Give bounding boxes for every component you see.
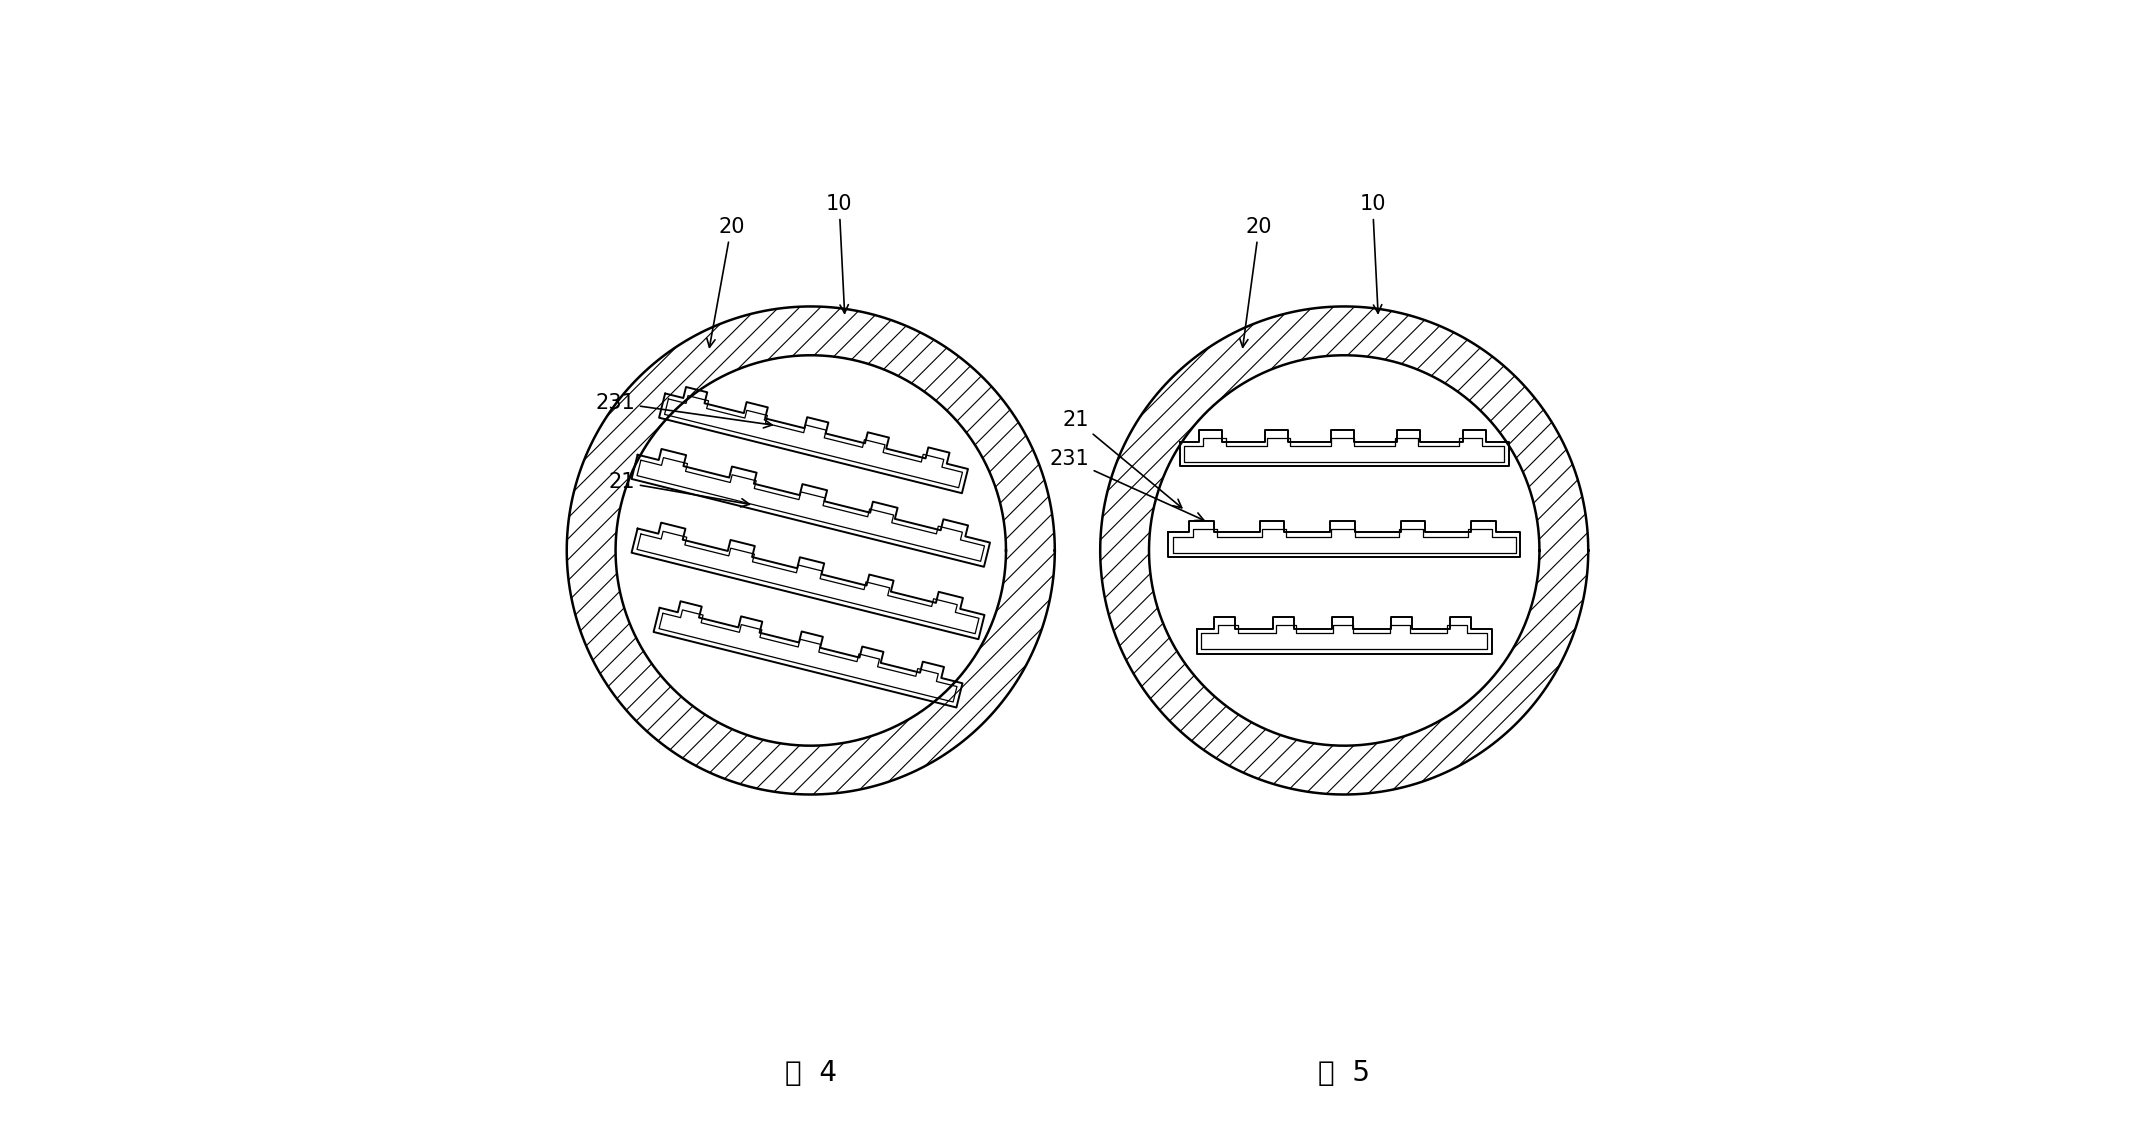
Text: 20: 20 [707,217,746,347]
Text: 10: 10 [1360,194,1386,313]
Text: 20: 20 [1239,217,1271,347]
Text: 231: 231 [1049,449,1205,521]
Text: 图  4: 图 4 [784,1059,836,1086]
Text: 10: 10 [825,194,853,313]
Text: 231: 231 [595,393,771,428]
Text: 图  5: 图 5 [1319,1059,1371,1086]
Text: 21: 21 [608,472,750,507]
Text: 21: 21 [1062,410,1181,507]
